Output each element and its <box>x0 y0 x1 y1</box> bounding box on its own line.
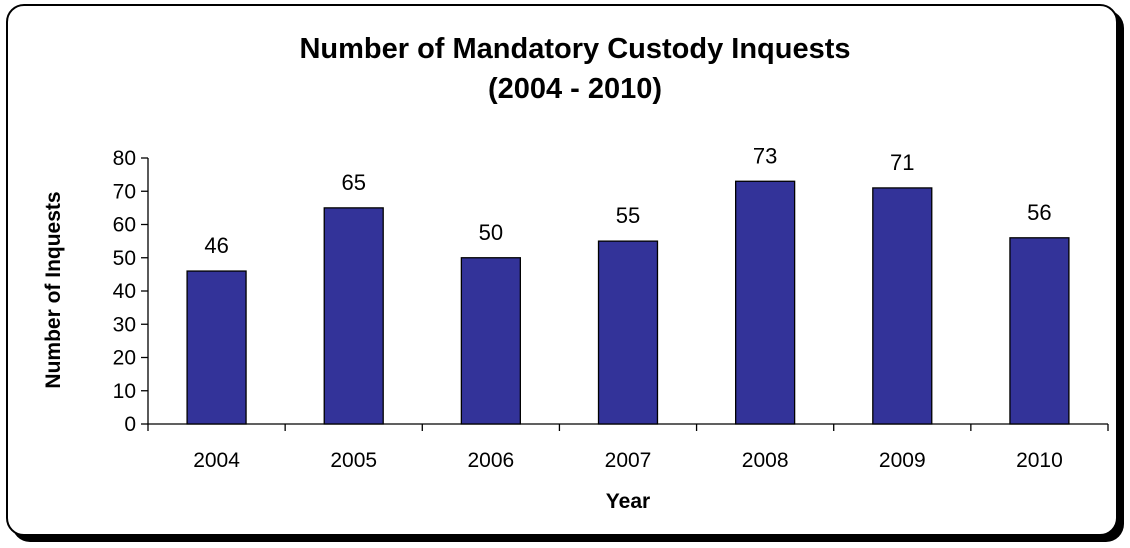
bar-2007 <box>597 240 659 425</box>
bar-2006 <box>460 257 521 425</box>
y-tick-label: 30 <box>113 313 136 336</box>
y-axis-label: Number of Inquests <box>42 191 65 388</box>
data-label-2005: 65 <box>341 170 365 195</box>
chart-frame <box>6 4 1118 536</box>
data-label-2007: 55 <box>616 203 640 228</box>
y-tick-label: 60 <box>113 214 136 237</box>
x-tick-label-2010: 2010 <box>1016 449 1063 472</box>
y-tick-label: 10 <box>113 380 136 403</box>
y-tick-label: 50 <box>113 247 136 270</box>
bar-2010 <box>1009 237 1070 425</box>
data-label-2009: 71 <box>890 150 914 175</box>
x-tick-label-2009: 2009 <box>879 449 926 472</box>
data-label-2008: 73 <box>753 143 777 168</box>
y-tick-label: 80 <box>113 147 136 170</box>
x-tick-label-2007: 2007 <box>605 449 652 472</box>
y-tick-label: 0 <box>124 413 136 436</box>
bar-2005 <box>323 207 384 425</box>
x-tick-label-2008: 2008 <box>742 449 789 472</box>
x-tick-label-2004: 2004 <box>193 449 240 472</box>
x-tick-label-2005: 2005 <box>330 449 377 472</box>
chart-title-line-2: (2004 - 2010) <box>488 73 662 105</box>
x-axis-label: Year <box>606 490 650 513</box>
y-tick-label: 70 <box>113 180 136 203</box>
bar-2008 <box>735 180 796 425</box>
y-tick-label: 20 <box>113 347 136 370</box>
bar-2009 <box>872 187 933 425</box>
data-label-2006: 50 <box>479 220 503 245</box>
bar-2004 <box>186 270 247 425</box>
chart-title-line-1: Number of Mandatory Custody Inquests <box>299 33 850 65</box>
plot-area: 0 10 20 30 40 50 60 70 80 46 2004 65 2005 50 2006 55 200… <box>113 143 1109 472</box>
y-tick-label: 40 <box>113 280 136 303</box>
data-label-2010: 56 <box>1027 200 1051 225</box>
x-tick-label-2006: 2006 <box>467 449 514 472</box>
data-label-2004: 46 <box>204 233 228 258</box>
